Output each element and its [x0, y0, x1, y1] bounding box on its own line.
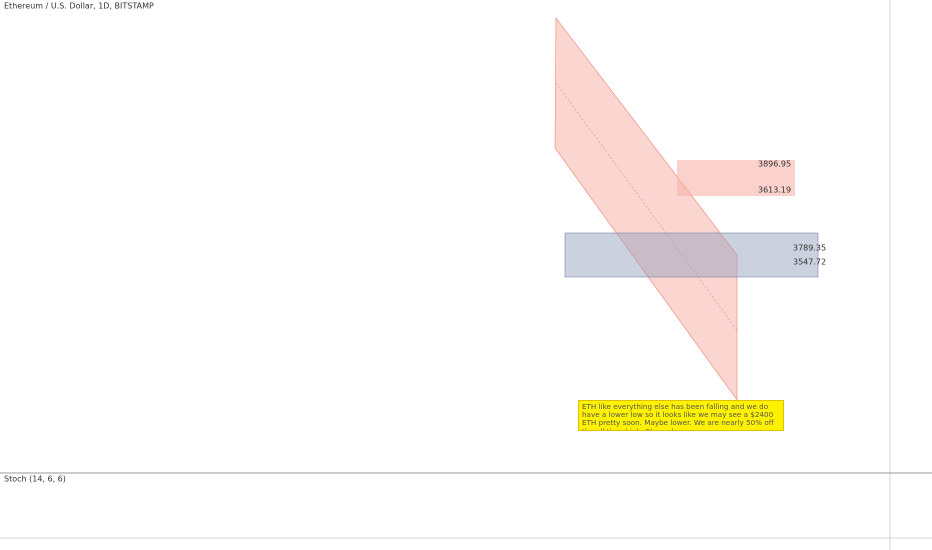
consolidation-zone — [564, 232, 819, 278]
zone-label: 3547.72 — [793, 258, 826, 267]
stoch-title: Stoch (14, 6, 6) — [4, 475, 66, 484]
resistance-zone — [677, 160, 795, 196]
channel-midline — [555, 82, 738, 331]
zone-label: 3789.35 — [793, 244, 826, 253]
zone-label: 3896.95 — [758, 160, 791, 169]
zone-label: 3613.19 — [758, 186, 791, 195]
chart-title: Ethereum / U.S. Dollar, 1D, BITSTAMP — [4, 2, 154, 11]
legend: Ethereum / U.S. Dollar, 1D, BITSTAMP Sto… — [4, 2, 154, 484]
note-text: ETH like everything else has been fallin… — [578, 400, 784, 431]
note-box: ETH like everything else has been fallin… — [578, 400, 784, 431]
